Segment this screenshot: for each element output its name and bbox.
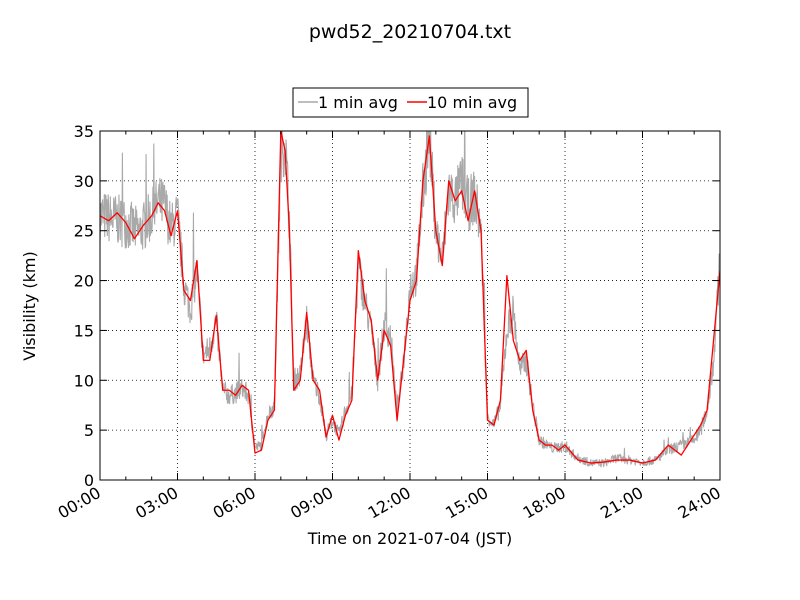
y-tick-labels: 0 5 10 15 20 25 30 35 bbox=[74, 122, 94, 490]
series-line-10-min-avg bbox=[100, 131, 720, 464]
chart-title: pwd52_20210704.txt bbox=[309, 21, 511, 43]
legend: 1 min avg 10 min avg bbox=[292, 87, 529, 118]
y-tick-label: 0 bbox=[84, 471, 94, 490]
axis-ticks bbox=[99, 130, 721, 481]
legend-label-1-min-avg: 1 min avg bbox=[318, 93, 398, 112]
y-tick-label: 5 bbox=[84, 421, 94, 440]
grid bbox=[100, 131, 720, 480]
series-layer bbox=[100, 131, 720, 468]
y-tick-label: 10 bbox=[74, 371, 94, 390]
y-axis-label: Visibility (km) bbox=[20, 251, 39, 360]
y-tick-label: 35 bbox=[74, 122, 94, 141]
legend-label-10-min-avg: 10 min avg bbox=[427, 93, 517, 112]
y-tick-label: 20 bbox=[74, 272, 94, 291]
y-tick-label: 25 bbox=[74, 222, 94, 241]
x-axis-label: Time on 2021-07-04 (JST) bbox=[307, 529, 512, 548]
y-tick-label: 15 bbox=[74, 321, 94, 340]
y-tick-label: 30 bbox=[74, 172, 94, 191]
